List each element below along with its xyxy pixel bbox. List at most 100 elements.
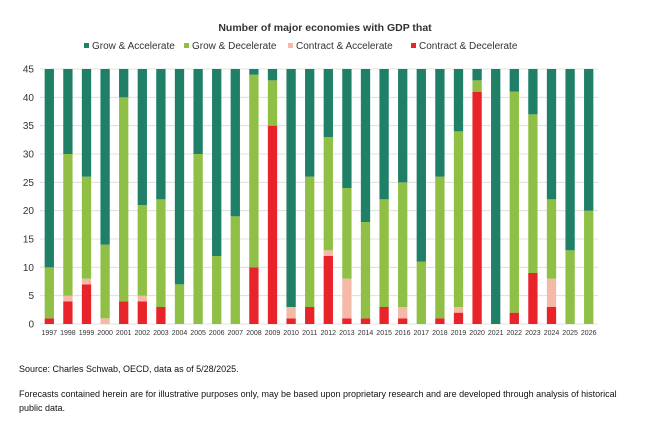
bar-segment — [323, 69, 333, 137]
bar-segment — [379, 199, 389, 307]
disclaimer-note: Forecasts contained herein are for illus… — [19, 389, 617, 413]
bar-segment — [379, 307, 389, 324]
x-tick-label: 2026 — [581, 330, 597, 337]
bar-segment — [398, 69, 408, 183]
bar-segment — [137, 205, 147, 296]
bar-segment — [435, 176, 445, 319]
bar-segment — [230, 69, 240, 217]
x-tick-label: 2008 — [246, 330, 262, 337]
bar-segment — [100, 318, 110, 324]
bar-segment — [174, 69, 185, 285]
legend-label: Grow & Decelerate — [192, 41, 277, 52]
y-tick-label: 45 — [23, 65, 35, 76]
bar-segment — [323, 250, 333, 256]
bar-segment — [565, 250, 575, 324]
bar-segment — [100, 69, 110, 245]
bar-segment — [249, 74, 259, 268]
bar-segment — [360, 222, 371, 319]
bar-segment — [546, 199, 557, 279]
y-tick-label: 0 — [28, 320, 34, 331]
bar-segment — [398, 182, 408, 307]
x-tick-label: 2015 — [376, 330, 392, 337]
bar-segment — [379, 69, 389, 200]
legend-swatch — [288, 43, 293, 48]
chart-title: Number of major economies with GDP that — [218, 22, 432, 34]
bar-segment — [212, 256, 222, 324]
bar-segment — [156, 69, 166, 200]
bar-segment — [398, 318, 408, 324]
bar-segment — [491, 69, 501, 324]
source-note: Source: Charles Schwab, OECD, data as of… — [19, 364, 239, 374]
y-tick-label: 30 — [23, 150, 35, 161]
x-tick-label: 2009 — [265, 330, 281, 337]
bar-segment — [305, 176, 315, 307]
x-tick-label: 2011 — [302, 330, 317, 337]
bar-segment — [305, 307, 315, 324]
bar-segment — [81, 176, 92, 279]
x-tick-label: 2017 — [414, 330, 430, 337]
bar-segment — [249, 69, 259, 75]
bar-segment — [398, 307, 408, 319]
bar-segment — [509, 312, 519, 324]
bar-segment — [546, 69, 557, 200]
bar-segment — [63, 154, 73, 296]
x-tick-label: 2022 — [507, 330, 523, 337]
bar-segment — [286, 318, 296, 324]
bar-segment — [81, 284, 92, 324]
bar-segment — [360, 318, 371, 324]
bar-segment — [63, 295, 73, 302]
bar-segment — [565, 69, 575, 251]
bar-segment — [342, 188, 352, 279]
x-tick-label: 2006 — [209, 330, 225, 337]
bar-segment — [63, 69, 73, 154]
x-tick-label: 2007 — [228, 330, 244, 337]
bar-segment — [119, 97, 129, 302]
y-tick-label: 20 — [23, 206, 35, 217]
legend-label: Contract & Decelerate — [419, 41, 518, 52]
bar-segment — [212, 69, 222, 256]
bar-segment — [305, 69, 315, 177]
x-tick-label: 2004 — [172, 330, 188, 337]
bar-segment — [528, 69, 538, 115]
bar-segment — [509, 69, 519, 92]
bar-segment — [193, 154, 203, 324]
x-tick-label: 2003 — [153, 330, 169, 337]
chart-gridlines — [40, 68, 598, 325]
legend-swatch — [84, 43, 89, 48]
bar-segment — [267, 80, 278, 126]
chart-legend: Grow & Accelerate Grow & Decelerate Contra… — [84, 41, 518, 52]
bar-segment — [286, 69, 296, 307]
x-tick-label: 2018 — [432, 330, 448, 337]
bar-segment — [453, 307, 464, 313]
bar-segment — [472, 80, 482, 92]
y-tick-label: 10 — [23, 263, 35, 274]
bar-segment — [528, 114, 538, 273]
bar-segment — [137, 69, 147, 205]
bar-segment — [44, 318, 54, 324]
bar-segment — [137, 301, 147, 324]
bar-segment — [156, 307, 166, 324]
x-axis-ticks: 1997 1998 1999 2000 2001 2002 2003 2004 2005 2006… — [42, 330, 597, 337]
x-tick-label: 1999 — [79, 330, 95, 337]
bar-segment — [584, 69, 594, 211]
bar-segment — [472, 91, 482, 325]
bar-segment — [230, 216, 240, 324]
y-tick-label: 40 — [23, 93, 35, 104]
chart-bars — [44, 69, 594, 325]
bar-segment — [267, 125, 278, 325]
y-tick-label: 15 — [23, 235, 35, 246]
x-tick-label: 2024 — [544, 330, 560, 337]
bar-segment — [323, 137, 333, 251]
bar-segment — [342, 69, 352, 188]
bar-segment — [100, 244, 110, 319]
x-tick-label: 2023 — [525, 330, 541, 337]
bar-segment — [323, 256, 333, 324]
x-tick-label: 2021 — [488, 330, 504, 337]
x-tick-label: 1997 — [42, 330, 58, 337]
y-tick-label: 35 — [23, 121, 35, 132]
x-tick-label: 2025 — [562, 330, 578, 337]
bar-segment — [453, 69, 464, 132]
x-tick-label: 2001 — [116, 330, 132, 337]
bar-segment — [193, 69, 203, 154]
bar-segment — [584, 210, 594, 324]
